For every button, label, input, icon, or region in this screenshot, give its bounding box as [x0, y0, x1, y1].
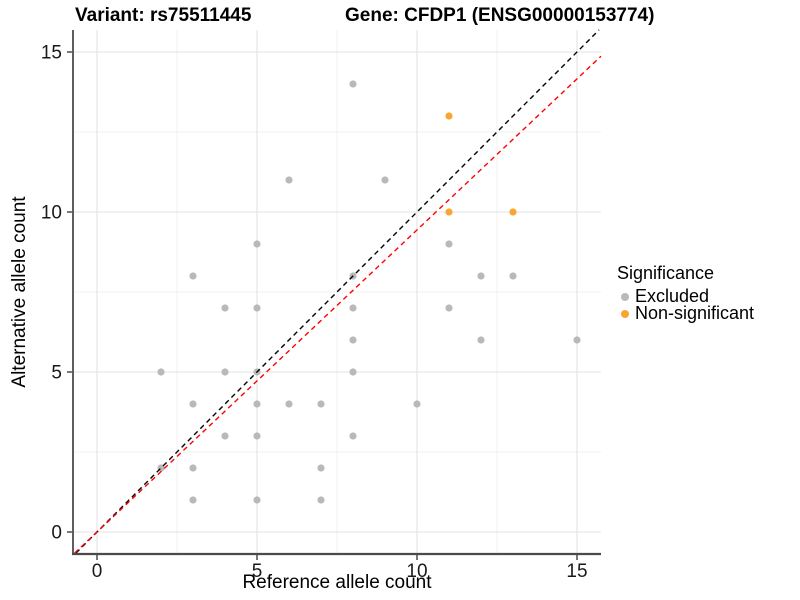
data-point-excluded	[477, 336, 485, 344]
data-point-excluded	[189, 272, 197, 280]
x-tick-label: 5	[252, 561, 263, 582]
y-tick-label: 5	[51, 363, 62, 384]
legend-title: Significance	[617, 263, 715, 283]
y-axis-title: Alternative allele count	[9, 196, 30, 388]
data-point-excluded	[477, 272, 485, 280]
legend-item-nonsignificant: Non-significant	[617, 303, 755, 323]
data-point-excluded	[573, 336, 581, 344]
x-tick-label: 15	[566, 561, 587, 582]
fit-line	[74, 55, 602, 554]
data-point-excluded	[221, 304, 229, 312]
x-tick-label: 0	[92, 561, 103, 582]
excluded-dot-icon	[621, 292, 629, 301]
data-point-excluded	[221, 368, 229, 376]
gene-title: Gene: CFDP1 (ENSG00000153774)	[345, 5, 655, 26]
x-tick-label: 10	[406, 561, 427, 582]
data-point-excluded	[381, 176, 389, 184]
y-tick-label: 15	[41, 43, 62, 64]
data-point-excluded	[285, 400, 293, 408]
data-point-excluded	[317, 400, 325, 408]
data-point-excluded	[349, 304, 357, 312]
data-point-excluded	[509, 272, 517, 280]
data-point-excluded	[189, 496, 197, 504]
data-point-non-significant	[445, 208, 453, 216]
data-point-excluded	[253, 240, 261, 248]
variant-title: Variant: rs75511445	[75, 5, 252, 26]
data-point-excluded	[349, 432, 357, 440]
data-point-excluded	[221, 432, 229, 440]
data-point-excluded	[349, 80, 357, 88]
x-axis-title: Reference allele count	[242, 572, 432, 593]
legend-item-excluded: Excluded	[617, 286, 754, 306]
data-point-excluded	[253, 400, 261, 408]
data-point-excluded	[413, 400, 421, 408]
data-point-excluded	[349, 336, 357, 344]
legend: Significance Excluded Non-significant	[617, 263, 755, 323]
y-tick-label: 0	[51, 523, 62, 544]
y-tick-label: 10	[41, 203, 62, 224]
data-point-excluded	[317, 464, 325, 472]
data-point-excluded	[445, 240, 453, 248]
legend-label-excluded: Excluded	[635, 286, 710, 306]
data-point-excluded	[189, 464, 197, 472]
data-point-excluded	[285, 176, 293, 184]
legend-label-nonsignificant: Non-significant	[635, 303, 755, 323]
data-point-excluded	[189, 400, 197, 408]
identity-line	[75, 29, 600, 554]
data-point-excluded	[349, 368, 357, 376]
data-point-excluded	[253, 496, 261, 504]
data-point-excluded	[253, 304, 261, 312]
data-point-excluded	[317, 496, 325, 504]
data-point-non-significant	[445, 112, 453, 120]
data-point-excluded	[445, 304, 453, 312]
nonsignificant-dot-icon	[621, 309, 629, 318]
data-point-excluded	[253, 432, 261, 440]
data-point-non-significant	[509, 208, 517, 216]
data-point-excluded	[157, 368, 165, 376]
